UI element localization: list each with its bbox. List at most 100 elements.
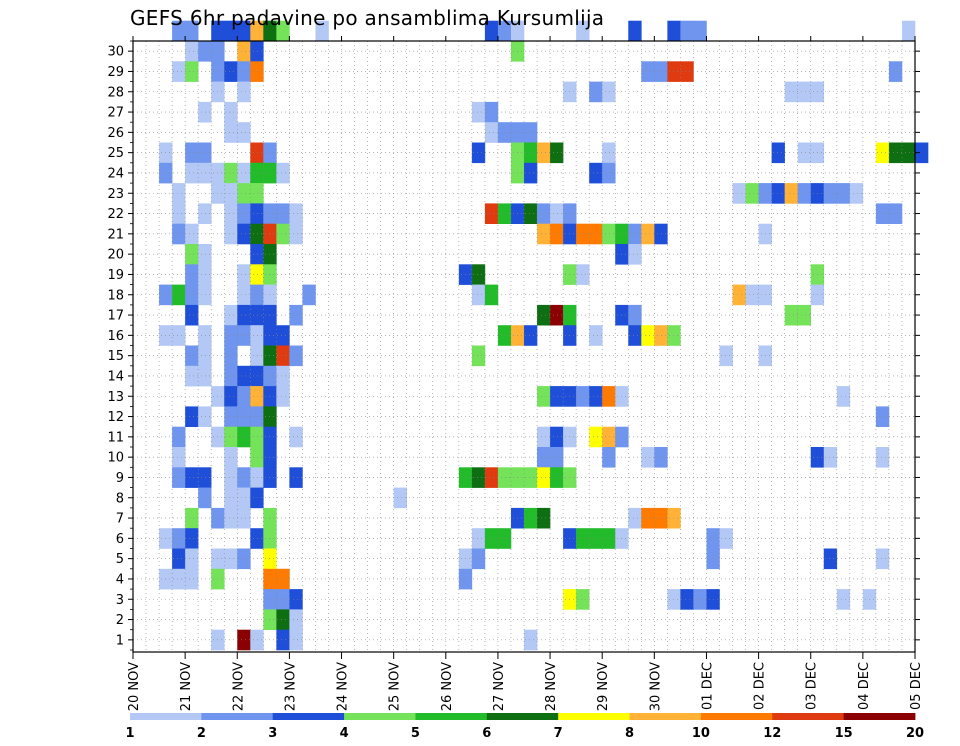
heatmap-cell — [719, 345, 733, 367]
colorbar-swatch — [629, 713, 702, 720]
heatmap-cell — [719, 528, 733, 549]
heatmap-cell — [901, 20, 916, 42]
heatmap-cell — [237, 284, 251, 306]
heatmap-cell — [641, 325, 655, 346]
heatmap-cell — [224, 365, 238, 387]
heatmap-cell — [224, 386, 238, 407]
heatmap-cell — [185, 406, 199, 427]
heatmap-cell — [276, 203, 290, 224]
heatmap-cell — [471, 528, 486, 549]
heatmap-cell — [589, 325, 603, 346]
heatmap-cell — [224, 101, 238, 123]
heatmap-cell — [237, 365, 251, 387]
heatmap-cell — [172, 20, 186, 42]
heatmap-cell — [185, 365, 199, 387]
y-tick-label: 5 — [116, 552, 124, 567]
heatmap-cell — [537, 223, 551, 245]
plot-frame — [132, 40, 916, 653]
y-tick-label: 18 — [107, 288, 124, 303]
heatmap-cell — [237, 507, 251, 529]
heatmap-cell — [250, 345, 264, 367]
heatmap-cell — [393, 487, 407, 509]
heatmap-cell — [224, 406, 238, 427]
heatmap-cell — [198, 467, 212, 488]
heatmap-cell — [250, 365, 264, 387]
heatmap-cell — [628, 20, 642, 42]
heatmap-cell — [875, 203, 890, 224]
heatmap-cell — [172, 528, 186, 549]
heatmap-cell — [276, 325, 290, 346]
heatmap-cell — [784, 304, 798, 326]
heatmap-cell — [654, 325, 668, 346]
heatmap-cell — [198, 365, 212, 387]
heatmap-cell — [198, 142, 212, 164]
heatmap-cell — [276, 609, 290, 630]
heatmap-cell — [589, 223, 603, 245]
heatmap-cell — [250, 223, 264, 245]
heatmap-cell — [680, 61, 694, 82]
heatmap-cell — [471, 101, 486, 123]
heatmap-cell — [471, 467, 486, 488]
heatmap-cell — [237, 304, 251, 326]
colorbar-swatch — [843, 713, 916, 720]
heatmap-cell — [576, 589, 590, 610]
heatmap-cell — [289, 223, 303, 245]
x-tick-label: 29 NOV — [596, 662, 611, 711]
heatmap-cell — [602, 386, 616, 407]
heatmap-cell — [237, 426, 251, 448]
heatmap-cell — [185, 507, 199, 529]
heatmap-cell — [576, 20, 590, 42]
x-tick-label: 20 NOV — [127, 662, 142, 711]
heatmap-cell — [537, 304, 551, 326]
y-tick-label: 27 — [107, 106, 124, 121]
heatmap-cell — [836, 386, 851, 407]
heatmap-cell — [537, 386, 551, 407]
heatmap-cell — [237, 548, 251, 570]
heatmap-cell — [654, 447, 668, 468]
heatmap-cell — [797, 183, 812, 204]
y-tick-label: 22 — [107, 207, 124, 222]
heatmap-cell — [471, 345, 486, 367]
heatmap-cell — [185, 20, 199, 42]
heatmap-cell — [484, 101, 499, 123]
y-tick-label: 13 — [107, 390, 124, 405]
heatmap-cell — [172, 467, 186, 488]
colorbar-swatch — [130, 713, 202, 720]
heatmap-cell — [484, 203, 499, 224]
y-tick-label: 25 — [107, 146, 124, 161]
y-tick-label: 4 — [116, 572, 124, 587]
heatmap-cell — [550, 467, 564, 488]
heatmap-cell — [185, 223, 199, 245]
heatmap-cell — [693, 589, 707, 610]
heatmap-cell — [797, 304, 812, 326]
y-tick-label: 26 — [107, 126, 124, 141]
heatmap-cell — [237, 122, 251, 143]
heatmap-cell — [875, 548, 890, 570]
heatmap-cell — [497, 122, 512, 143]
heatmap-cell — [224, 467, 238, 488]
y-tick-label: 2 — [116, 613, 124, 628]
heatmap-cell — [550, 447, 564, 468]
heatmap-cell — [524, 467, 538, 488]
heatmap-cell — [172, 223, 186, 245]
heatmap-cell — [198, 345, 212, 367]
y-tick-label: 19 — [107, 268, 124, 283]
heatmap-cell — [589, 162, 603, 184]
heatmap-cell — [237, 264, 251, 285]
colorbar-label: 6 — [482, 726, 491, 741]
heatmap-cell — [289, 345, 303, 367]
heatmap-cell — [250, 142, 264, 164]
x-tick-label: 04 DEC — [857, 662, 872, 710]
heatmap-cell — [654, 61, 668, 82]
heatmap-cell — [198, 101, 212, 123]
heatmap-cell — [537, 426, 551, 448]
heatmap-cell — [250, 264, 264, 285]
heatmap-cell — [484, 284, 499, 306]
heatmap-cell — [537, 507, 551, 529]
heatmap-cell — [211, 20, 225, 42]
heatmap-cell — [250, 325, 264, 346]
heatmap-cell — [224, 325, 238, 346]
heatmap-cell — [185, 467, 199, 488]
heatmap-cell — [680, 589, 694, 610]
